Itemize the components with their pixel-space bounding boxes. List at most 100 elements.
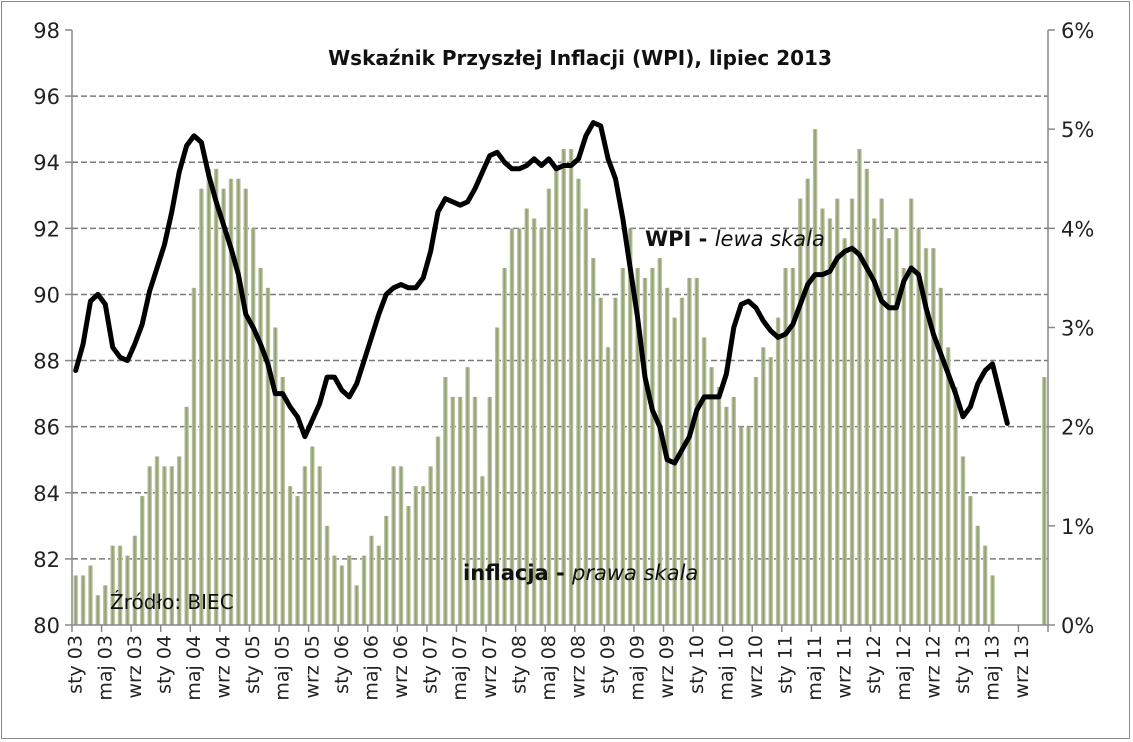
inflation-bar xyxy=(191,287,197,625)
inflation-bar xyxy=(546,188,552,625)
inflation-bar xyxy=(864,168,870,626)
inflation-bar xyxy=(369,535,374,625)
x-axis-tick-label: wrz 10 xyxy=(745,635,767,699)
inflation-bar xyxy=(849,198,855,626)
inflation-bar xyxy=(694,277,700,625)
inflation-bar xyxy=(428,466,433,625)
inflation-bar xyxy=(147,466,152,625)
x-axis-tick-label: wrz 11 xyxy=(834,635,856,699)
inflation-bar xyxy=(398,466,404,625)
inflation-bar xyxy=(487,396,493,625)
chart-title: Wskaźnik Przyszłej Inflacji (WPI), lipie… xyxy=(328,46,832,70)
inflation-bar xyxy=(80,575,86,625)
inflation-label-italic: prawa skala xyxy=(571,561,698,585)
right-axis-tick-label: 2% xyxy=(1061,416,1094,440)
inflation-bar xyxy=(679,297,685,625)
inflation-bar xyxy=(73,575,78,625)
inflation-bar xyxy=(154,456,160,625)
x-axis-tick-label: wrz 04 xyxy=(213,635,235,699)
inflation-bar xyxy=(243,188,249,625)
right-axis-tick-label: 0% xyxy=(1061,614,1094,638)
inflation-bar xyxy=(901,268,907,625)
inflation-bar xyxy=(657,258,663,625)
inflation-bar xyxy=(346,555,352,625)
inflation-bar xyxy=(176,456,182,625)
inflation-bar xyxy=(391,466,396,625)
inflation-bar xyxy=(310,446,315,625)
inflation-bar xyxy=(716,387,722,625)
inflation-bar xyxy=(213,168,219,626)
wpi-line-series xyxy=(73,120,1010,466)
inflation-legend-label: inflacja - prawa skala xyxy=(463,561,698,585)
inflation-bar xyxy=(531,218,537,625)
left-axis-tick-label: 96 xyxy=(33,85,60,109)
inflation-bar xyxy=(568,149,574,625)
inflation-bar xyxy=(250,228,256,626)
left-axis-tick-label: 88 xyxy=(33,350,60,374)
inflation-bar xyxy=(590,258,596,625)
x-axis-tick-label: sty 03 xyxy=(65,635,87,694)
inflation-bar xyxy=(258,268,263,625)
x-axis-tick-label: wrz 06 xyxy=(390,635,412,699)
inflation-bar xyxy=(102,585,108,625)
inflation-bar xyxy=(894,228,899,626)
x-axis-tick-label: maj 05 xyxy=(272,635,294,701)
inflation-bar xyxy=(931,248,936,625)
inflation-bar xyxy=(790,268,796,625)
inflation-bar xyxy=(236,178,241,625)
inflation-bar xyxy=(206,168,212,626)
inflation-bar xyxy=(184,406,189,625)
inflation-bar xyxy=(945,347,951,625)
inflation-bar xyxy=(228,178,234,625)
inflation-bar xyxy=(709,367,714,625)
inflation-bar xyxy=(886,238,892,625)
inflation-bar xyxy=(783,268,788,625)
x-axis-tick-label: sty 12 xyxy=(863,635,885,694)
x-axis-tick-label: maj 11 xyxy=(804,635,826,701)
inflation-bar xyxy=(620,268,626,625)
inflation-bar xyxy=(420,486,426,625)
inflation-bar xyxy=(539,228,544,626)
inflation-bar xyxy=(812,129,818,625)
inflation-bar xyxy=(938,287,944,625)
inflation-bar xyxy=(450,396,456,625)
left-axis-tick-label: 86 xyxy=(33,416,60,440)
x-axis-tick-label: maj 12 xyxy=(893,635,915,701)
inflation-bar xyxy=(879,198,884,626)
right-axis-tick-label: 3% xyxy=(1061,317,1094,341)
inflation-bar xyxy=(354,585,359,625)
inflation-bar xyxy=(361,555,367,625)
left-axis-tick-label: 82 xyxy=(33,548,60,572)
x-axis-tick-label: sty 11 xyxy=(775,635,797,694)
inflation-bar xyxy=(302,466,308,625)
inflation-label-bold: inflacja - xyxy=(463,561,572,585)
inflation-bar xyxy=(383,515,389,625)
inflation-bar xyxy=(162,466,167,625)
inflation-bar xyxy=(169,466,175,625)
inflation-bar xyxy=(738,426,744,625)
inflation-bar xyxy=(517,228,522,626)
x-axis-tick-label: wrz 13 xyxy=(1011,635,1033,699)
left-axis-tick-label: 98 xyxy=(33,19,60,43)
wpi-label-italic: lewa skala xyxy=(715,227,825,251)
x-axis-tick-label: sty 13 xyxy=(952,635,974,694)
inflation-bar xyxy=(443,377,448,625)
x-axis-tick-label: sty 06 xyxy=(331,635,353,694)
inflation-bar xyxy=(132,535,138,625)
gridlines xyxy=(72,95,1048,560)
inflation-bar xyxy=(332,555,337,625)
x-axis-tick-label: wrz 07 xyxy=(479,635,501,699)
x-axis-tick-label: sty 10 xyxy=(686,635,708,694)
inflation-bars xyxy=(73,129,1047,626)
inflation-bar xyxy=(339,565,345,625)
right-axis-tick-label: 6% xyxy=(1061,19,1094,43)
inflation-bar xyxy=(480,476,485,625)
inflation-bar xyxy=(687,277,692,625)
inflation-bar xyxy=(635,268,640,625)
inflation-bar xyxy=(834,198,840,626)
inflation-bar xyxy=(960,456,966,625)
x-axis-tick-label: maj 10 xyxy=(715,635,737,701)
inflation-bar xyxy=(324,525,330,625)
inflation-bar xyxy=(435,436,441,625)
